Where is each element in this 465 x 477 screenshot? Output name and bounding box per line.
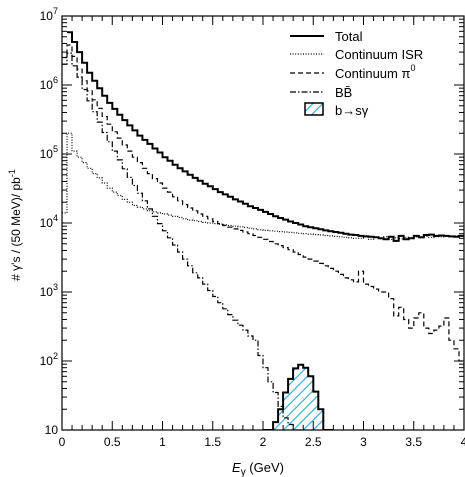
legend-label: b→sγ — [335, 103, 369, 118]
legend-label: Continuum π0 — [335, 63, 415, 81]
x-tick-label: 4 — [461, 435, 465, 449]
y-axis: 10 102 103 104 105 106 107 — [40, 6, 464, 437]
y-tick-label: 102 — [40, 351, 58, 368]
legend-item-isr: Continuum ISR — [290, 47, 423, 62]
x-tick-label: 1.5 — [204, 435, 221, 449]
y-tick-label: 106 — [40, 75, 58, 92]
x-tick-label: 2 — [260, 435, 267, 449]
legend-item-total: Total — [290, 29, 363, 44]
legend-label: Total — [335, 29, 363, 44]
x-tick-label: 2.5 — [305, 435, 322, 449]
y-tick-label: 103 — [40, 282, 58, 299]
x-tick-label: 1 — [159, 435, 166, 449]
total-histogram — [67, 31, 464, 242]
y-tick-label: 104 — [40, 213, 58, 230]
bb-histogram — [62, 52, 304, 430]
legend-item-bb: BB̄ — [290, 85, 352, 100]
y-axis-label: # γ's / (50 MeV)/ pb-1 — [7, 169, 23, 281]
legend-label: Continuum ISR — [335, 47, 423, 62]
y-tick-label: 10 — [45, 423, 59, 437]
legend-item-bsg: b→sγ — [304, 102, 369, 118]
legend-swatch — [304, 102, 324, 116]
x-tick-label: 3.5 — [405, 435, 422, 449]
x-axis-label: Eγ (GeV) — [232, 460, 284, 477]
x-tick-label: 0.5 — [104, 435, 121, 449]
legend-label: BB̄ — [335, 85, 352, 100]
y-tick-label: 105 — [40, 144, 58, 161]
legend-item-pi0: Continuum π0 — [290, 63, 415, 81]
bsg-histogram-fill — [263, 364, 334, 430]
x-axis: 0 0.5 1 1.5 2 2.5 3 3.5 4 — [59, 16, 465, 449]
isr-histogram — [62, 132, 464, 240]
x-tick-label: 3 — [360, 435, 367, 449]
bsg-histogram-outline — [263, 363, 334, 430]
pi0-histogram — [62, 44, 464, 369]
bsg-series — [263, 363, 334, 430]
y-tick-label: 107 — [40, 6, 58, 23]
x-tick-label: 0 — [59, 435, 66, 449]
